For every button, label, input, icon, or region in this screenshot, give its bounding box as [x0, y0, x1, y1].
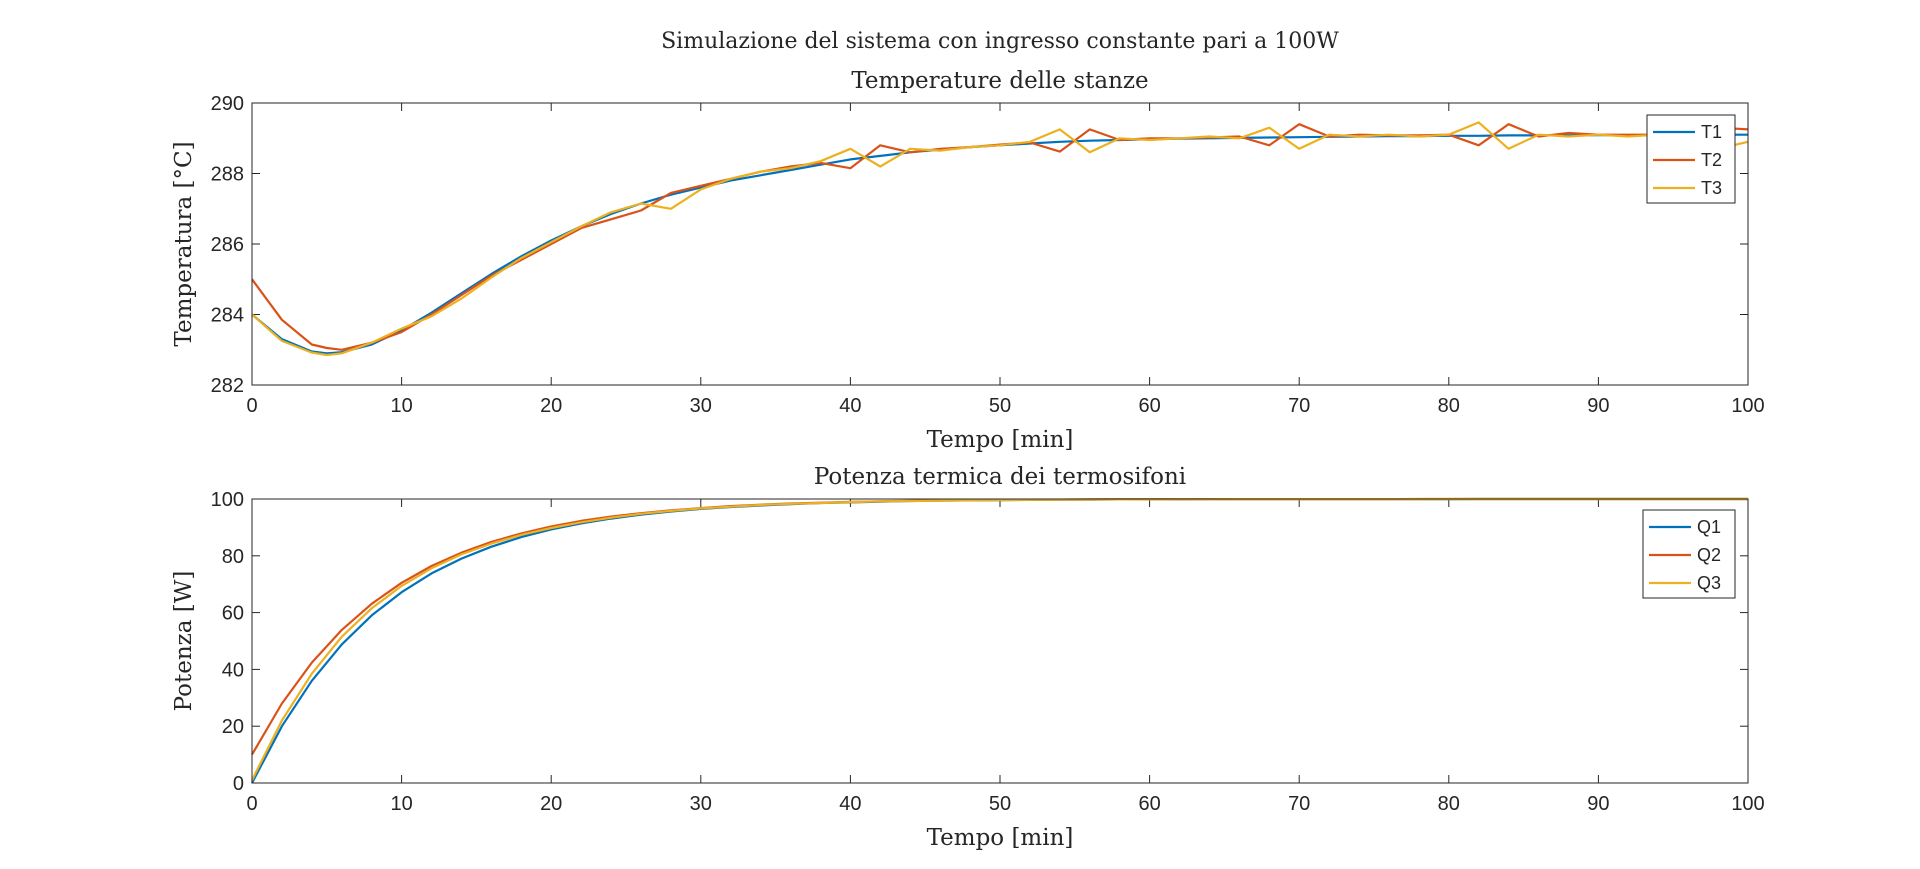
- x-tick-label: 0: [246, 395, 257, 417]
- x-tick-label: 80: [1438, 395, 1460, 417]
- legend-label-q2: Q2: [1697, 545, 1721, 565]
- legend-label-t1: T1: [1701, 122, 1722, 142]
- x-tick-label: 0: [246, 793, 257, 815]
- x-tick-label: 10: [390, 395, 412, 417]
- subplot-temperature-y-axis: 282 284 286 288 290: [211, 93, 1748, 397]
- legend-label-q1: Q1: [1697, 517, 1721, 537]
- x-tick-label: 50: [989, 395, 1011, 417]
- subplot-power-axes-box: [251, 498, 1749, 784]
- subplot-power-title: Potenza termica dei termosifoni: [814, 464, 1186, 490]
- x-tick-label: 100: [1731, 395, 1764, 417]
- legend-label-t2: T2: [1701, 150, 1722, 170]
- x-tick-label: 80: [1438, 793, 1460, 815]
- figure-suptitle: Simulazione del sistema con ingresso con…: [661, 29, 1339, 54]
- x-tick-label: 10: [390, 793, 412, 815]
- x-tick-label: 30: [690, 793, 712, 815]
- y-tick-label: 284: [211, 305, 244, 327]
- subplot-power-x-axis: 0 10 20 30 40 50 60 70 80 90 100: [246, 499, 1765, 815]
- x-tick-label: 90: [1587, 395, 1609, 417]
- subplot-temperature-axes-box: [251, 102, 1749, 386]
- x-tick-label: 90: [1587, 793, 1609, 815]
- x-tick-label: 30: [690, 395, 712, 417]
- y-tick-label: 0: [233, 773, 244, 795]
- y-tick-label: 288: [211, 164, 244, 186]
- subplot-temperature: Temperature delle stanze 0 10 20 30 40 50 60 70…: [171, 68, 1765, 453]
- y-tick-label: 40: [222, 659, 244, 681]
- series-line-t3: [251, 121, 1749, 357]
- x-tick-label: 60: [1138, 395, 1160, 417]
- subplot-temperature-plot-area: [252, 103, 1748, 385]
- subplot-temperature-xlabel: Tempo [min]: [927, 427, 1074, 453]
- x-tick-label: 40: [839, 793, 861, 815]
- x-tick-label: 70: [1288, 395, 1310, 417]
- legend-label-q3: Q3: [1697, 573, 1721, 593]
- y-tick-label: 286: [211, 234, 244, 256]
- subplot-power-plot-area: [252, 499, 1748, 783]
- x-tick-label: 70: [1288, 793, 1310, 815]
- subplot-power-y-axis: 0 20 40 60 80 100: [211, 489, 1748, 795]
- x-tick-label: 20: [540, 793, 562, 815]
- subplot-temperature-ylabel: Temperatura [°C]: [171, 141, 197, 346]
- subplot-power-ylabel: Potenza [W]: [171, 571, 197, 712]
- x-tick-label: 40: [839, 395, 861, 417]
- subplot-power-xlabel: Tempo [min]: [927, 825, 1074, 851]
- x-tick-label: 20: [540, 395, 562, 417]
- y-tick-label: 100: [211, 489, 244, 511]
- y-tick-label: 20: [222, 716, 244, 738]
- subplot-temperature-title: Temperature delle stanze: [851, 68, 1148, 94]
- legend-label-t3: T3: [1701, 178, 1722, 198]
- x-tick-label: 60: [1138, 793, 1160, 815]
- y-tick-label: 282: [211, 375, 244, 397]
- x-tick-label: 50: [989, 793, 1011, 815]
- subplot-power-legend: Q1 Q2 Q3: [1642, 509, 1736, 599]
- x-tick-label: 100: [1731, 793, 1764, 815]
- y-tick-label: 290: [211, 93, 244, 115]
- subplot-temperature-x-axis: 0 10 20 30 40 50 60 70 80 90 100: [246, 103, 1765, 417]
- subplot-temperature-legend: T1 T2 T3: [1646, 114, 1736, 204]
- y-tick-label: 80: [222, 546, 244, 568]
- y-tick-label: 60: [222, 603, 244, 625]
- subplot-temperature-series-group: [251, 121, 1749, 357]
- subplot-power: Potenza termica dei termosifoni 0 10 20 30 4…: [171, 464, 1765, 851]
